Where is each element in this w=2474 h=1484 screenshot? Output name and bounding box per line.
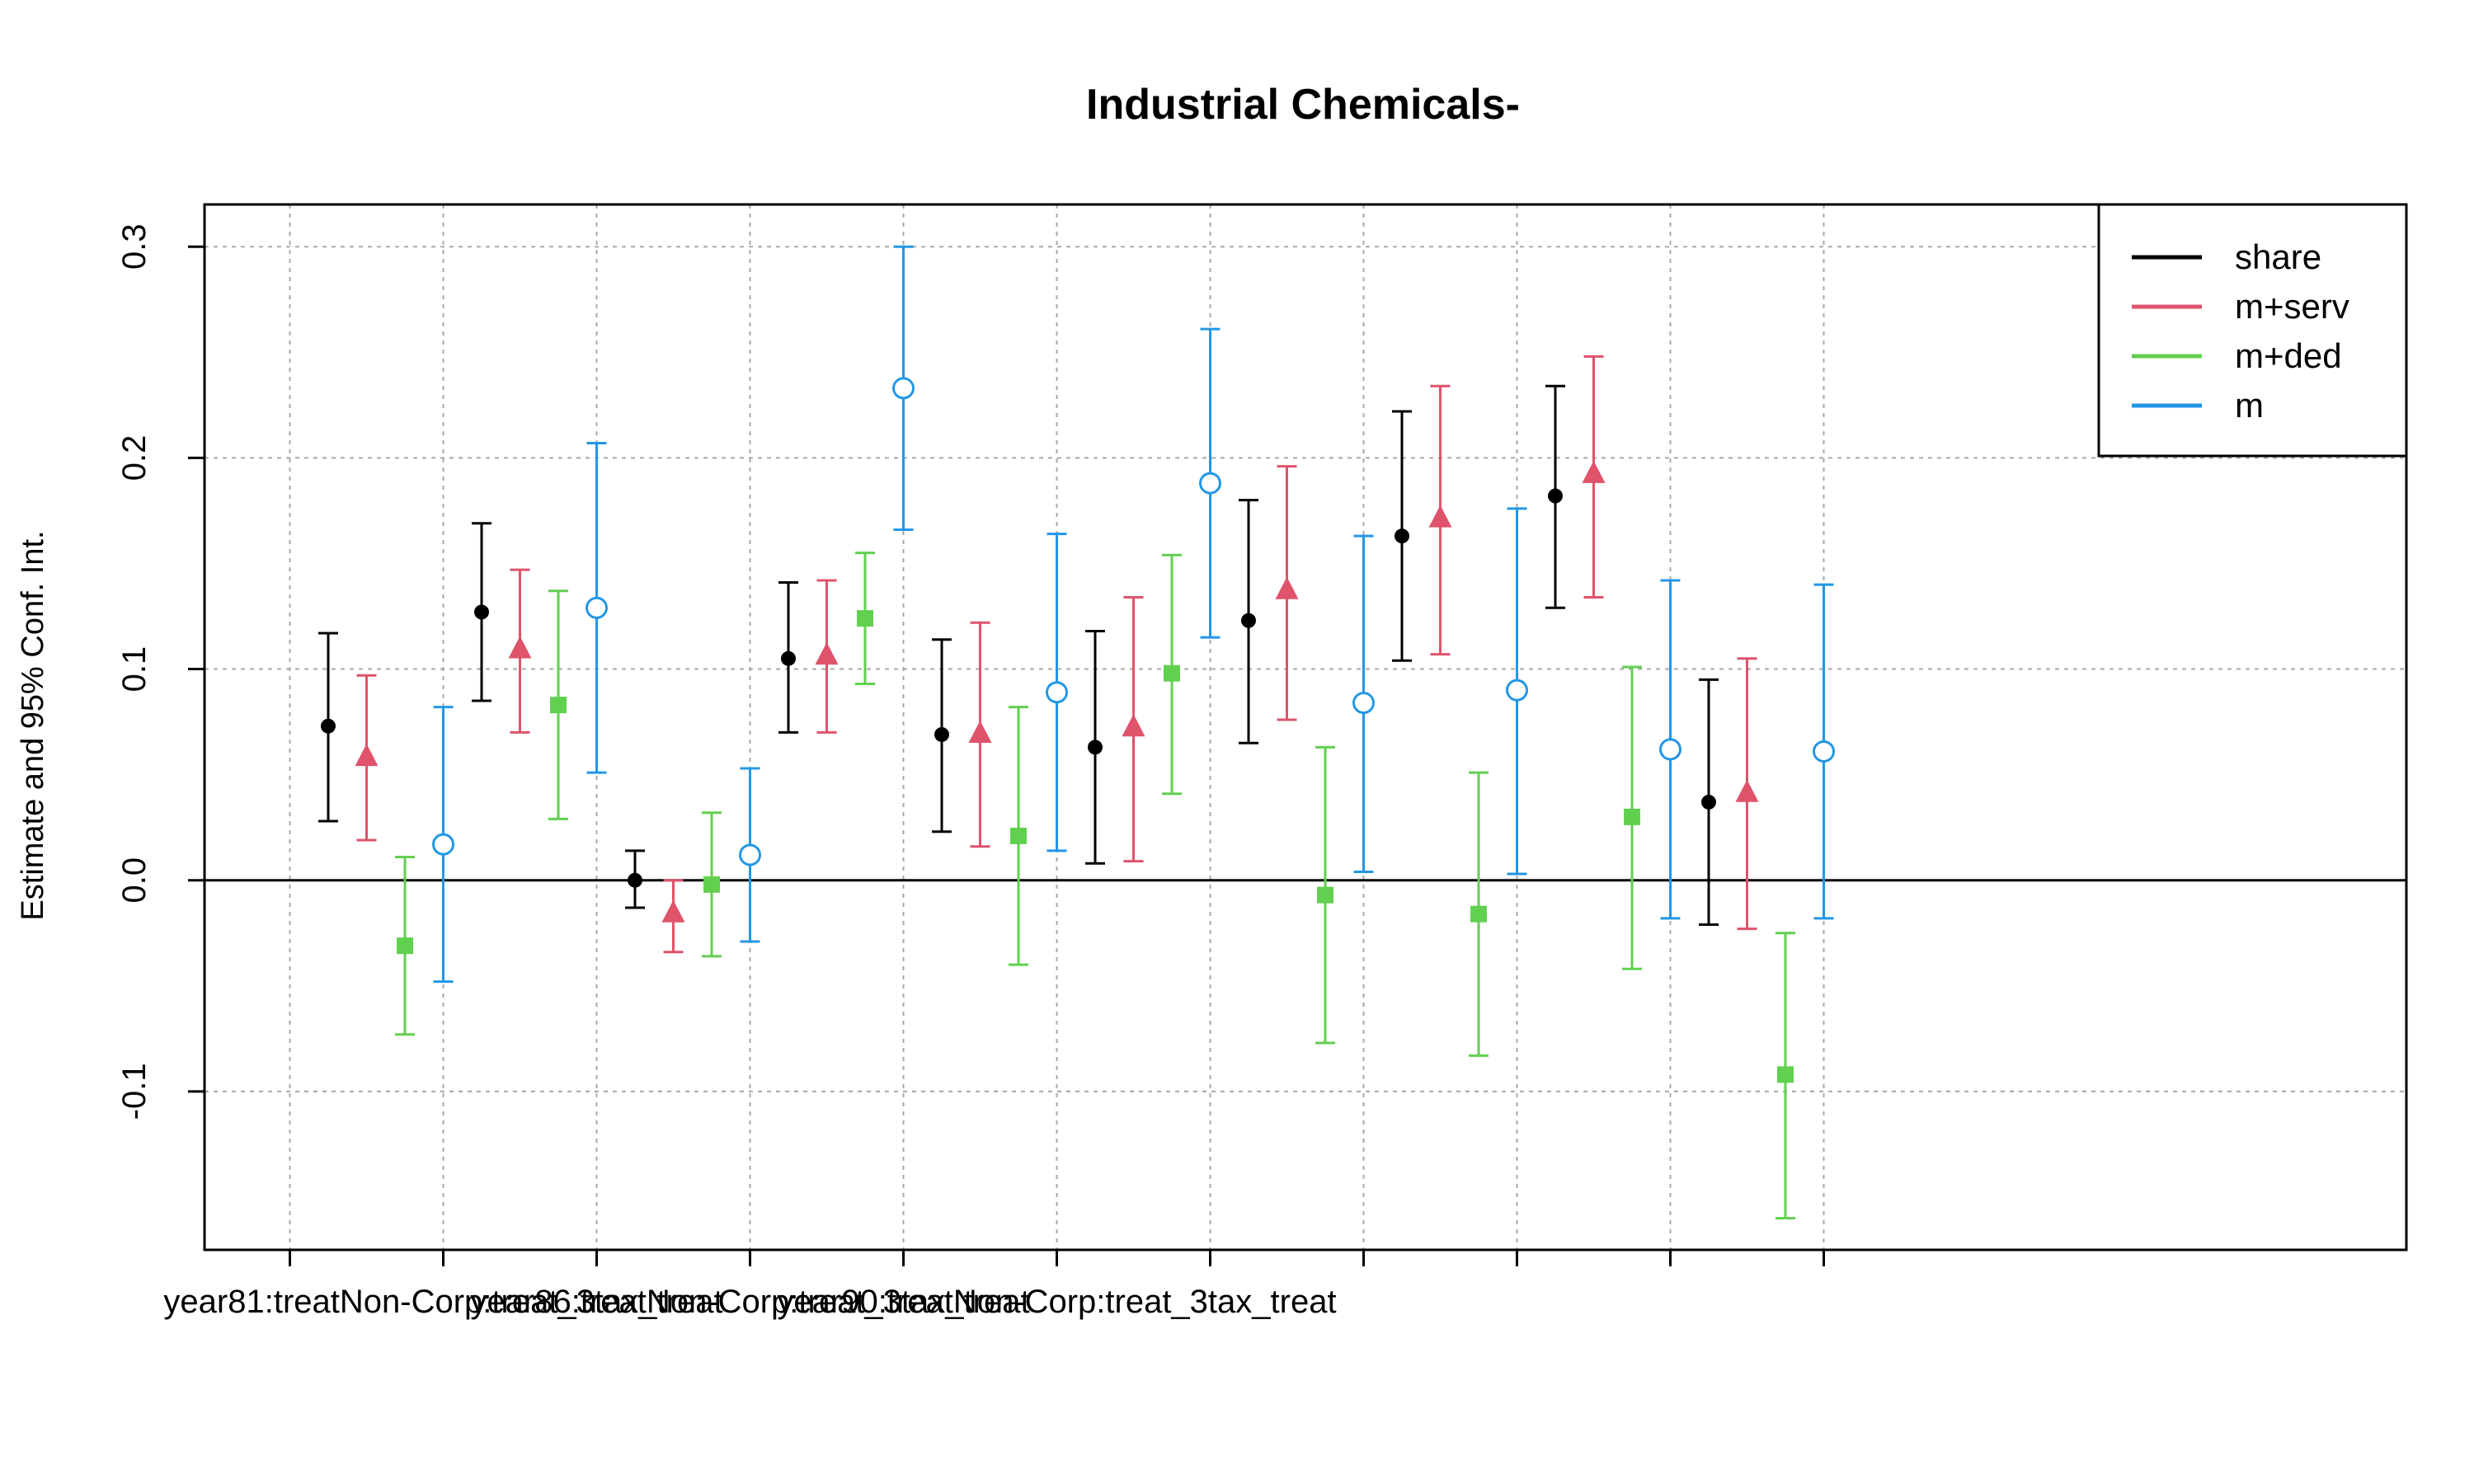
point-marker [586, 596, 608, 619]
x-tick-label: year86:treatNon-Corp:treat_3tax_treat [470, 1284, 1029, 1320]
point-marker [508, 636, 532, 659]
y-tick-label: 0.0 [116, 857, 153, 904]
point-marker [1582, 460, 1606, 483]
point-marker [781, 650, 796, 666]
point-marker [397, 937, 413, 955]
point-marker [1659, 738, 1681, 761]
point-marker [1506, 679, 1528, 702]
point-marker [1428, 505, 1452, 528]
grid-lines [205, 204, 2406, 1250]
point-marker [1352, 692, 1375, 715]
legend-label: m [2235, 386, 2264, 425]
point-marker [628, 872, 642, 888]
plot-frame [203, 203, 2408, 1252]
point-marker [550, 697, 567, 714]
x-axis: year81:treatNon-Corp:treat_3tax_treatyea… [163, 1250, 1825, 1320]
point-marker [703, 876, 720, 893]
point-marker [1164, 665, 1180, 682]
point-marker [739, 843, 761, 866]
y-tick-label: 0.2 [116, 435, 153, 481]
series-m-serv [355, 355, 1759, 954]
legend-box [2097, 203, 2408, 458]
point-marker [1122, 714, 1145, 737]
x-tick-label: year81:treatNon-Corp:treat_3tax_treat [163, 1284, 722, 1320]
point-marker [1088, 740, 1103, 755]
series-m [432, 245, 1835, 984]
point-marker [1199, 472, 1221, 495]
x-tick-label: year90:treatNon-Corp:treat_3tax_treat [777, 1284, 1336, 1320]
point-marker [1624, 808, 1640, 825]
point-marker [1010, 827, 1027, 844]
point-marker [1813, 740, 1835, 763]
point-marker [1701, 794, 1716, 810]
y-tick-label: -0.1 [116, 1063, 153, 1120]
series-m-ded [395, 552, 1795, 1220]
y-axis-label: Estimate and 95% Conf. Int. [16, 530, 50, 920]
chart-title: Industrial Chemicals- [1086, 81, 1520, 129]
point-marker [432, 833, 454, 856]
legend-label: m+serv [2235, 287, 2349, 326]
point-marker [355, 744, 379, 767]
series-group [318, 245, 1835, 1220]
point-marker [1046, 681, 1068, 704]
point-marker [1317, 886, 1333, 904]
point-marker [1241, 613, 1256, 628]
point-marker [474, 604, 489, 620]
point-marker [1777, 1066, 1794, 1083]
y-tick-label: 0.3 [116, 223, 153, 270]
point-marker [1275, 576, 1299, 599]
y-axis: -0.1 0.0 0.1 0.2 0.3 [116, 223, 205, 1120]
point-marker [661, 899, 685, 923]
point-marker [892, 377, 915, 400]
point-marker [968, 720, 992, 743]
legend-label: share [2235, 237, 2321, 276]
y-tick-label: 0.1 [116, 646, 153, 693]
point-marker [1470, 905, 1487, 923]
legend: share m+serv m+ded m [2097, 203, 2408, 458]
point-marker [1395, 528, 1409, 544]
point-marker [1548, 488, 1563, 504]
series-share [318, 384, 1719, 927]
point-marker [321, 718, 336, 734]
legend-label: m+ded [2235, 336, 2342, 375]
point-marker [934, 726, 949, 742]
point-marker [1735, 779, 1759, 802]
point-marker [815, 642, 839, 665]
point-marker [857, 610, 873, 627]
